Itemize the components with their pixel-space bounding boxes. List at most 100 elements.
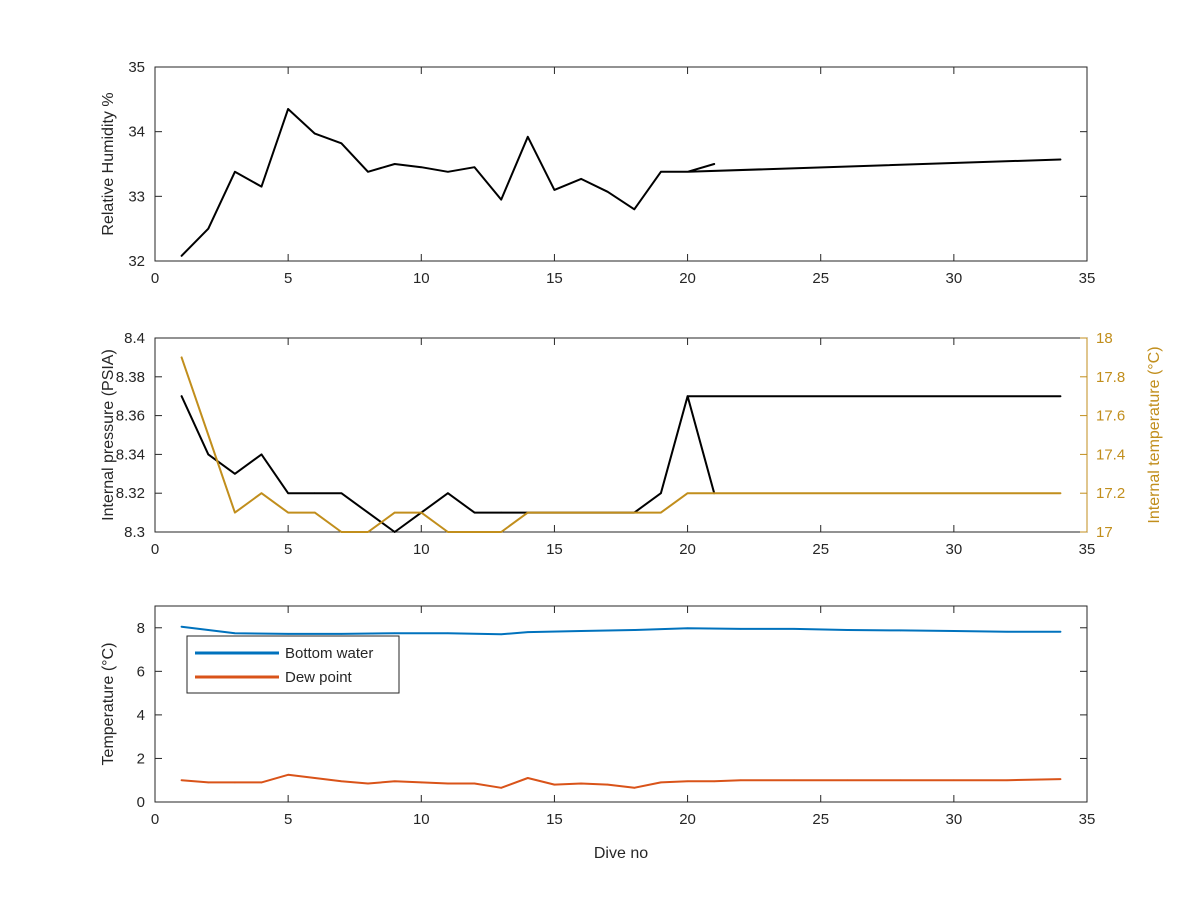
- bottom-water-point: [953, 630, 955, 632]
- x-tick-label: 30: [946, 541, 963, 558]
- y-tick-label: 8.32: [116, 485, 145, 502]
- bottom-water-point: [500, 633, 502, 636]
- dew-point-point: [207, 781, 210, 784]
- bottom-water-point: [527, 631, 529, 633]
- x-tick-label: 0: [151, 270, 159, 287]
- series-2-point: [660, 511, 662, 514]
- dew-point-point: [793, 779, 795, 782]
- dew-point-point: [287, 773, 289, 776]
- series-1-point: [393, 531, 396, 533]
- y-tick-label: 32: [128, 253, 145, 270]
- x-tick-label: 0: [151, 541, 159, 558]
- series-1-point: [207, 453, 210, 456]
- x-tick-label: 35: [1079, 811, 1096, 828]
- x-tick-label: 35: [1079, 270, 1096, 287]
- x-tick-label: 25: [812, 270, 829, 287]
- series-1-point: [686, 395, 689, 398]
- series-1-point: [1059, 395, 1062, 398]
- dew-point-point: [580, 782, 582, 785]
- subplot-1: 0 5 10 15 20 25 30 35 32 33 34 35 Relative Humidity …: [100, 59, 1095, 287]
- y-tick-label: 8.3: [124, 524, 145, 541]
- series-1-point: [527, 136, 529, 138]
- series-1-point: [393, 163, 396, 165]
- series-2-point: [553, 511, 556, 514]
- series-2-point: [207, 434, 210, 436]
- bottom-water-point: [580, 630, 582, 632]
- series-1-point: [367, 170, 369, 173]
- series-1-point: [713, 163, 715, 165]
- y-axis-label: Relative Humidity %: [100, 92, 117, 235]
- dew-point-point: [1006, 779, 1008, 782]
- series-1-point: [500, 198, 502, 201]
- series-1-point: [260, 453, 263, 456]
- series-1-point: [207, 227, 210, 230]
- x-axis-label: Dive no: [594, 845, 648, 862]
- y-tick-label: 8.34: [116, 446, 145, 463]
- bottom-water-point: [846, 629, 849, 631]
- y-axis-label: Temperature (°C): [100, 643, 117, 766]
- x-tick-label: 15: [546, 811, 563, 828]
- dew-point-point: [500, 787, 502, 789]
- series-2-point: [420, 511, 423, 514]
- y-tick-label-right: 17.6: [1096, 408, 1125, 425]
- series-1-point: [180, 395, 183, 398]
- dew-point-point: [234, 781, 236, 784]
- x-tick-label: 30: [946, 270, 963, 287]
- x-tick-label: 35: [1079, 541, 1096, 558]
- series-2-point: [447, 531, 449, 533]
- bottom-water-point: [287, 633, 289, 635]
- dew-point-point: [660, 781, 662, 784]
- bottom-water-point: [740, 628, 742, 630]
- subplot-2: 0 5 10 15 20 25 30 35 8.3 8.32 8.34 8.36 8.38 8.4 17 17…: [100, 330, 1163, 558]
- axes-box: [154, 66, 1088, 262]
- series-2-point: [527, 511, 529, 514]
- series-2-point: [606, 511, 609, 514]
- dew-point-point: [1059, 778, 1062, 780]
- y-tick-label: 6: [137, 663, 145, 680]
- dew-point-point: [340, 780, 343, 783]
- series-1-point: [1059, 158, 1062, 161]
- series-1-point: [234, 473, 236, 475]
- series-2-point: [313, 511, 316, 514]
- dew-point-point: [553, 783, 556, 786]
- dew-point-point: [527, 777, 529, 779]
- legend-label: Dew point: [285, 669, 353, 686]
- bottom-water-point: [207, 629, 210, 631]
- series-1-point: [313, 492, 316, 495]
- legend-box: [186, 635, 400, 694]
- bottom-water-point: [234, 632, 236, 635]
- series-1-point: [340, 492, 343, 495]
- y-tick-label-right: 18: [1096, 330, 1113, 347]
- dew-point-point: [420, 781, 423, 784]
- series-2-point: [260, 492, 263, 495]
- bottom-water-point: [1006, 630, 1008, 633]
- x-tick-label: 5: [284, 541, 292, 558]
- x-tick-label: 0: [151, 811, 159, 828]
- series-2-point: [340, 531, 343, 533]
- y-tick-label: 8.36: [116, 408, 145, 425]
- x-tick-label: 25: [812, 541, 829, 558]
- series-2-point: [686, 492, 689, 495]
- y-tick-label: 35: [128, 59, 145, 76]
- bottom-water-point: [180, 625, 183, 628]
- x-tick-label: 15: [546, 270, 563, 287]
- y-tick-label: 8: [137, 620, 145, 637]
- y-tick-label: 4: [137, 707, 145, 724]
- series-1-point: [660, 492, 662, 495]
- series-1-point: [473, 166, 476, 169]
- dew-point-point: [447, 782, 449, 785]
- subplot-3: 0 5 10 15 20 25 30 35 0 2 4 6 8 Temperature (°C) Dive …: [100, 605, 1096, 862]
- series-1-point: [447, 492, 449, 495]
- x-tick-label: 20: [679, 811, 696, 828]
- series-1-point: [660, 170, 662, 173]
- series-1-point: [340, 142, 343, 145]
- bottom-water-point: [447, 632, 449, 635]
- bottom-water-point: [793, 628, 795, 630]
- series-2-point: [473, 531, 476, 533]
- series-1-point: [313, 132, 316, 135]
- dew-point-point: [899, 779, 902, 782]
- series-2-point: [633, 511, 636, 514]
- bottom-water-point: [633, 629, 636, 631]
